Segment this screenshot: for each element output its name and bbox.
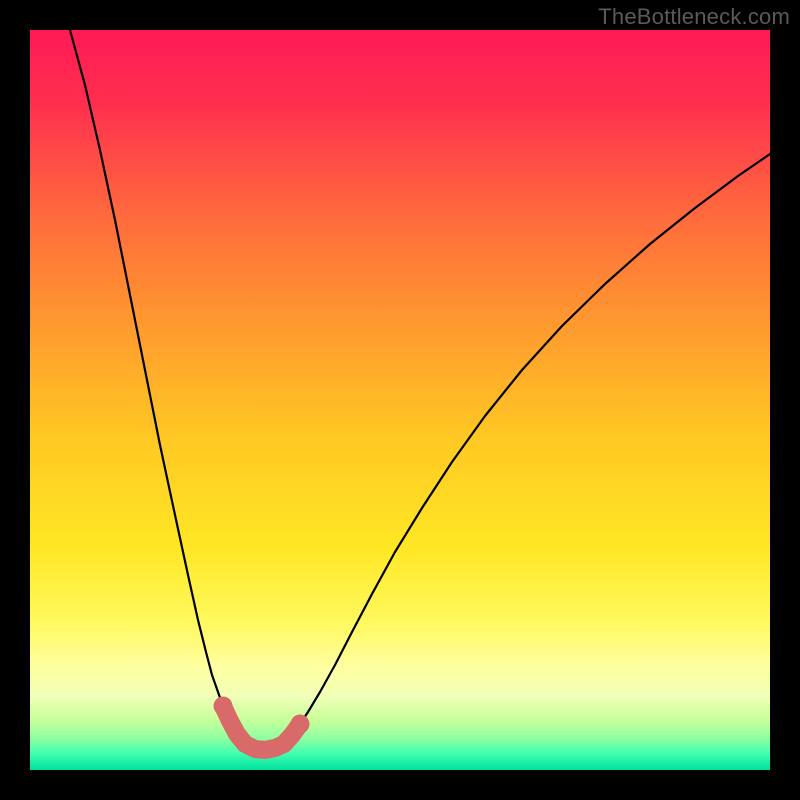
watermark-text: TheBottleneck.com [598, 4, 790, 30]
plot-area [30, 30, 770, 770]
chart-outer-frame: TheBottleneck.com [0, 0, 800, 800]
gradient-background [30, 30, 770, 770]
